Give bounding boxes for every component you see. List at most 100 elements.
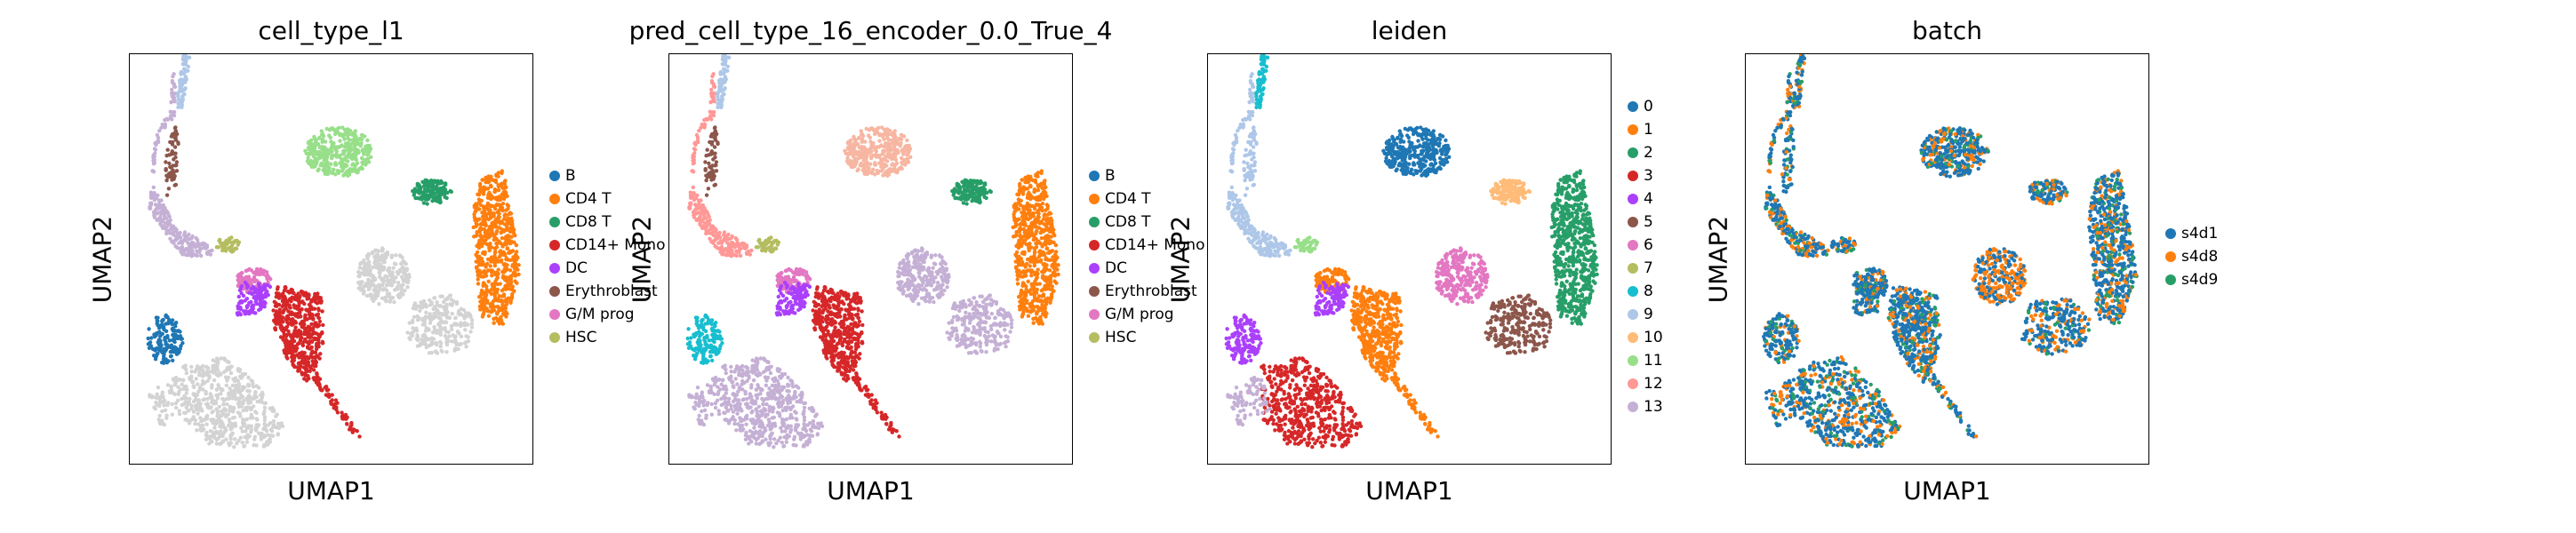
cell-point bbox=[438, 344, 443, 349]
cell-point bbox=[369, 155, 373, 159]
cell-point bbox=[168, 218, 172, 222]
cell-point bbox=[155, 211, 159, 216]
cell-point bbox=[359, 288, 364, 292]
cell-point bbox=[315, 372, 319, 377]
cell-point bbox=[296, 330, 300, 334]
cell-point bbox=[418, 308, 422, 314]
cell-point bbox=[171, 163, 175, 168]
cell-point bbox=[436, 308, 440, 314]
cell-point bbox=[341, 150, 347, 155]
cell-point bbox=[371, 275, 375, 280]
cell-point bbox=[473, 218, 477, 222]
cell-point bbox=[165, 147, 170, 152]
cell-point bbox=[425, 180, 429, 185]
cell-point bbox=[502, 277, 508, 282]
cell-point bbox=[364, 293, 370, 298]
cell-point bbox=[332, 406, 336, 410]
cell-point bbox=[347, 151, 351, 155]
cell-point bbox=[309, 328, 314, 332]
cell-point bbox=[195, 253, 199, 258]
cell-point bbox=[365, 281, 370, 285]
cell-point bbox=[328, 147, 333, 152]
cell-point bbox=[330, 154, 334, 158]
cell-point bbox=[230, 240, 236, 245]
cell-point bbox=[342, 156, 347, 161]
cell-point bbox=[396, 272, 401, 276]
cell-point bbox=[167, 214, 172, 219]
cell-point bbox=[498, 282, 502, 286]
cell-point bbox=[309, 298, 314, 302]
cell-point bbox=[431, 337, 436, 341]
cell-point bbox=[380, 296, 385, 300]
cell-point bbox=[471, 225, 476, 230]
cell-point bbox=[489, 183, 493, 188]
cell-point bbox=[176, 97, 180, 102]
cell-point bbox=[482, 206, 486, 211]
cell-point bbox=[180, 244, 185, 250]
cell-point bbox=[429, 302, 434, 306]
cell-point bbox=[392, 288, 397, 292]
cell-point bbox=[176, 101, 180, 106]
cell-point bbox=[306, 296, 311, 300]
cell-point bbox=[350, 156, 355, 162]
cell-point bbox=[167, 161, 172, 166]
cell-point bbox=[347, 427, 352, 432]
cell-point bbox=[485, 207, 491, 211]
cell-point bbox=[312, 298, 317, 303]
cell-point bbox=[316, 308, 321, 313]
cell-point bbox=[442, 312, 446, 316]
cell-point bbox=[430, 180, 435, 186]
cell-point bbox=[312, 136, 316, 140]
cell-point bbox=[427, 193, 431, 198]
cell-point bbox=[513, 279, 517, 283]
cell-point bbox=[343, 412, 348, 418]
cell-point bbox=[416, 317, 421, 322]
cell-point bbox=[467, 311, 471, 315]
cell-point bbox=[484, 269, 490, 274]
cell-point bbox=[479, 290, 484, 296]
cell-point bbox=[437, 312, 442, 316]
cell-point bbox=[198, 242, 203, 247]
cell-point bbox=[473, 203, 477, 208]
cell-point bbox=[481, 312, 486, 316]
cell-point bbox=[316, 168, 320, 173]
cell-point bbox=[435, 303, 439, 307]
cell-point bbox=[279, 324, 284, 329]
cell-point bbox=[496, 184, 501, 189]
cell-point bbox=[436, 322, 441, 327]
cell-point bbox=[502, 182, 508, 187]
cell-point bbox=[281, 315, 285, 320]
cell-point bbox=[148, 193, 154, 198]
cell-point bbox=[358, 280, 364, 284]
cell-point bbox=[496, 298, 500, 303]
cell-point bbox=[313, 146, 317, 150]
cell-point bbox=[500, 294, 505, 298]
cell-point bbox=[450, 327, 454, 331]
cell-point bbox=[151, 185, 156, 190]
cell-point bbox=[316, 377, 321, 381]
cell-point bbox=[422, 322, 427, 327]
cell-point bbox=[271, 308, 276, 313]
cell-point bbox=[474, 207, 479, 211]
cell-point bbox=[420, 300, 425, 306]
cell-point bbox=[311, 350, 316, 354]
cell-point bbox=[368, 292, 372, 298]
cell-point bbox=[484, 238, 488, 243]
cell-point bbox=[361, 271, 365, 276]
cell-point bbox=[501, 262, 506, 266]
cell-point bbox=[387, 266, 392, 270]
cell-point bbox=[515, 250, 519, 254]
cell-point bbox=[410, 333, 414, 338]
cell-point bbox=[483, 213, 487, 219]
cell-point bbox=[176, 105, 180, 109]
cell-point bbox=[173, 243, 178, 249]
cell-point bbox=[349, 420, 354, 426]
cell-point bbox=[293, 325, 298, 330]
cell-point bbox=[411, 318, 415, 323]
cell-point bbox=[388, 295, 392, 299]
cell-point bbox=[434, 330, 439, 334]
cell-point bbox=[448, 302, 452, 306]
cell-point bbox=[172, 145, 178, 149]
cell-point bbox=[428, 189, 432, 194]
cell-point bbox=[338, 161, 342, 165]
